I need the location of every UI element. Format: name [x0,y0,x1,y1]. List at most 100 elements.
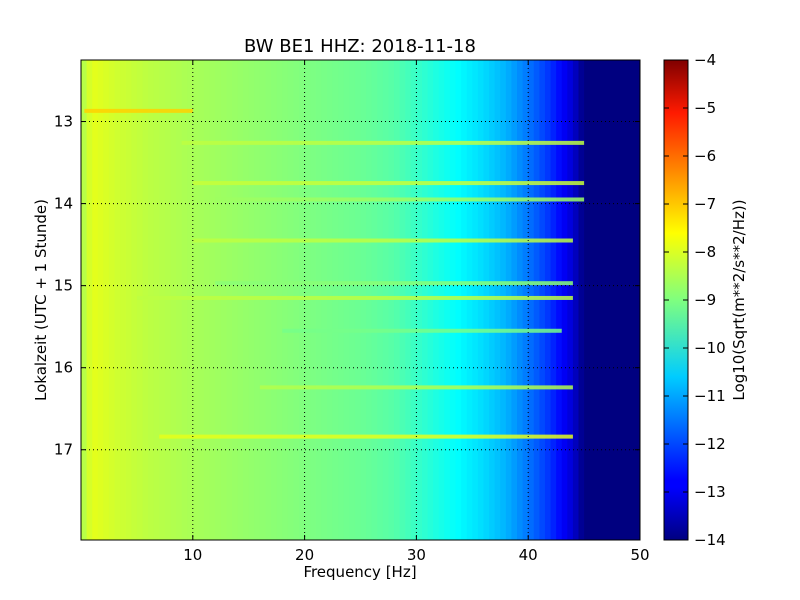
heatmap-cell [494,60,501,540]
y-axis-label: Lokalzeit (UTC + 1 Stunde) [32,199,50,401]
heatmap-cell [612,60,619,540]
y-tick-label: 16 [54,359,73,377]
heatmap-cell [444,60,451,540]
heatmap-cell [595,60,602,540]
heatmap-cell [354,60,362,540]
heatmap-cell [584,60,591,540]
heatmap-cell [483,60,490,540]
colorbar-tick-label: −11 [694,387,726,405]
heatmap-cell [349,60,356,540]
heatmap-cell [455,60,462,540]
heatmap-cell [97,60,104,540]
y-tick-label: 17 [54,441,73,459]
heatmap-cell [517,60,524,540]
heatmap-cell [187,60,194,540]
heatmap-cell [528,60,535,540]
heatmap-cell [92,60,99,540]
heatmap-cell [299,60,306,540]
spectrogram-bands [84,108,585,439]
heatmap-cell [148,60,155,540]
heatmap-cell [628,60,636,540]
colorbar-label: Log10(Sqrt(m**2/s**2/Hz)) [730,199,748,400]
heatmap-cell [181,60,188,540]
spectrogram-band [259,385,573,390]
heatmap-cell [231,60,239,540]
spectrogram-band [159,434,573,439]
heatmap-cell [438,60,445,540]
x-tick-label: 10 [183,546,202,564]
x-tick-label: 40 [519,546,538,564]
heatmap-cell [511,60,518,540]
heatmap-cell [360,60,367,540]
heatmap-cell [343,60,350,540]
x-tick-label: 50 [630,546,649,564]
colorbar-tick-label: −12 [694,435,726,453]
heatmap-cell [248,60,255,540]
heatmap-cell [265,60,272,540]
heatmap-cell [544,60,552,540]
heatmap-cell [382,60,390,540]
heatmap-cell [271,60,278,540]
heatmap-cell [226,60,233,540]
heatmap-cell [326,60,334,540]
heatmap-cell [259,60,267,540]
colorbar-tick-label: −14 [694,531,726,549]
chart-title: BW BE1 HHZ: 2018-11-18 [244,36,476,57]
colorbar-ticks: −4 −5 −6 −7 −8 −9 −10 −11 −12 −13 −14 [664,51,726,549]
spectrogram-band [215,281,573,286]
heatmap-cell [243,60,250,540]
heatmap-cell [416,60,423,540]
colorbar-tick-label: −7 [694,195,716,213]
spectrogram-band [282,328,562,333]
heatmap-cell [410,60,417,540]
spectrogram-band [181,140,585,145]
heatmap-cell [606,60,613,540]
x-tick-label: 30 [407,546,426,564]
heatmap-cell [209,60,216,540]
y-axis-ticks: 13 14 15 16 17 [54,113,640,459]
heatmap-cell [86,60,93,540]
spectrogram-band [215,197,585,202]
heatmap-cell [472,60,479,540]
y-tick-label: 15 [54,277,73,295]
heatmap-cell [377,60,384,540]
spectrogram-band [192,181,585,186]
heatmap-cell [164,60,172,540]
heatmap-cell [600,60,608,540]
heatmap-cell [237,60,244,540]
heatmap-cell [131,60,138,540]
x-axis-ticks: 10 20 30 40 50 [183,60,650,564]
heatmap-cell [533,60,540,540]
heatmap-cell [215,60,222,540]
colorbar-tick-label: −4 [694,51,716,69]
heatmap-cell [81,60,88,540]
heatmap-cell [539,60,546,540]
x-axis-label: Frequency [Hz] [303,563,416,581]
heatmap-cell [293,60,300,540]
heatmap-cell [203,60,211,540]
heatmap-cell [449,60,457,540]
heatmap-cell [556,60,563,540]
heatmap-cell [371,60,378,540]
heatmap-cell [315,60,322,540]
heatmap-cell [567,60,574,540]
heatmap-cell [578,60,585,540]
y-tick-label: 13 [54,113,73,131]
plot-frame [80,59,641,541]
colorbar-tick-label: −9 [694,291,716,309]
heatmap-cell [176,60,183,540]
heatmap-cell [282,60,289,540]
heatmap-cell [125,60,132,540]
heatmap-cell [220,60,227,540]
heatmap-cell [153,60,160,540]
heatmap-cell [489,60,496,540]
heatmap-cell [421,60,429,540]
heatmap-cell [198,60,205,540]
heatmap-cell [572,60,580,540]
grid-lines [81,60,640,540]
heatmap-cell [108,60,116,540]
spectrogram-band [192,238,573,243]
heatmap-cell [617,60,624,540]
heatmap-cell [394,60,401,540]
heatmap-cell [338,60,345,540]
